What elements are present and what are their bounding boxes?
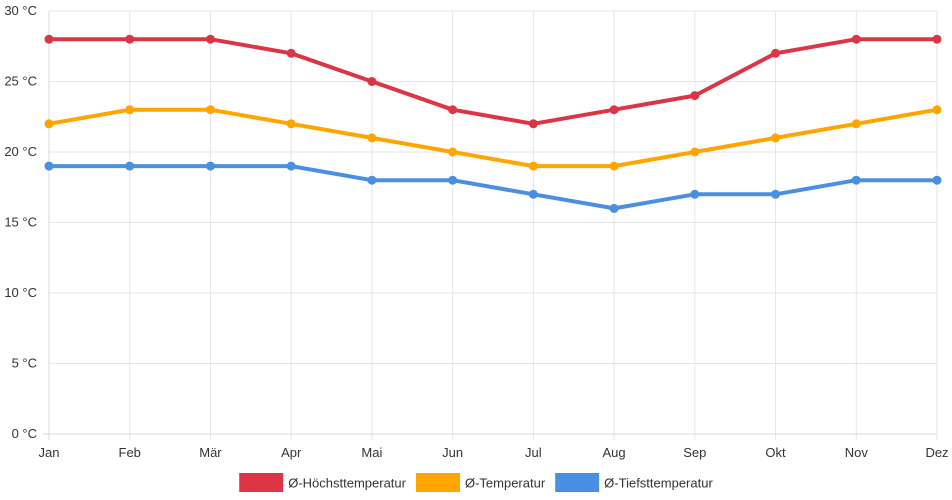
data-point[interactable] [609,203,619,213]
x-tick-label: Dez [925,445,948,460]
data-point[interactable] [771,48,781,58]
x-tick-label: Aug [603,445,626,460]
x-tick-label: Jan [39,445,60,460]
series-group [44,105,942,171]
data-point[interactable] [205,34,215,44]
legend-label: Ø-Höchsttemperatur [288,476,406,491]
data-point[interactable] [448,175,458,185]
x-tick-label: Mai [361,445,382,460]
data-point[interactable] [690,189,700,199]
data-point[interactable] [367,133,377,143]
x-tick-label: Sep [683,445,706,460]
y-tick-label: 25 °C [4,74,37,89]
data-point[interactable] [448,105,458,115]
series-line [47,164,939,211]
legend-swatch [415,473,460,492]
data-point[interactable] [690,147,700,157]
data-point[interactable] [286,48,296,58]
legend-item[interactable]: Ø-Tiefsttemperatur [555,473,713,492]
series-group [44,34,942,129]
data-point[interactable] [44,119,54,129]
data-point[interactable] [528,119,538,129]
x-tick-label: Feb [119,445,141,460]
y-tick-label: 0 °C [12,426,37,441]
data-point[interactable] [44,34,54,44]
data-point[interactable] [609,105,619,115]
data-point[interactable] [44,161,54,171]
data-point[interactable] [851,175,861,185]
data-point[interactable] [771,189,781,199]
data-point[interactable] [286,161,296,171]
data-point[interactable] [851,34,861,44]
axis-layer: 0 °C 5 °C 10 °C 15 °C 20 °C 25 °C 30 °C Jan Feb M… [4,3,948,460]
legend-item[interactable]: Ø-Temperatur [415,473,546,492]
data-point[interactable] [367,77,377,86]
grid-layer [48,10,938,440]
data-point[interactable] [851,119,861,129]
x-tick-label: Jun [442,445,463,460]
data-point[interactable] [932,175,942,185]
data-point[interactable] [125,105,135,115]
series-line [47,37,939,126]
legend-item[interactable]: Ø-Höchsttemperatur [239,473,407,492]
x-tick-label: Apr [281,445,302,460]
chart-legend[interactable]: Ø-Höchsttemperatur Ø-Temperatur Ø-Tiefstte… [239,473,713,492]
data-point[interactable] [932,105,942,115]
y-tick-label: 15 °C [4,215,37,230]
legend-swatch [239,473,284,492]
data-point[interactable] [528,189,538,199]
data-point[interactable] [125,34,135,44]
data-point[interactable] [932,34,942,44]
series-group [44,161,942,213]
x-tick-label: Okt [765,445,786,460]
data-point[interactable] [609,161,619,171]
y-tick-label: 20 °C [4,144,37,159]
data-point[interactable] [528,161,538,171]
x-tick-label: Jul [525,445,542,460]
data-point[interactable] [771,133,781,143]
legend-swatch [555,473,600,492]
x-tick-label: Nov [845,445,869,460]
y-tick-label: 10 °C [4,285,37,300]
data-point[interactable] [448,147,458,157]
series-line [47,107,939,169]
y-tick-label: 5 °C [12,356,37,371]
data-point[interactable] [286,119,296,129]
legend-label: Ø-Tiefsttemperatur [604,476,713,491]
data-point[interactable] [690,91,700,101]
data-point[interactable] [125,161,135,171]
data-point[interactable] [205,161,215,171]
x-tick-label: Mär [199,445,222,460]
data-point[interactable] [367,175,377,185]
legend-label: Ø-Temperatur [465,476,546,491]
y-tick-label: 30 °C [4,3,37,18]
data-point[interactable] [205,105,215,115]
series-layer [44,34,942,213]
